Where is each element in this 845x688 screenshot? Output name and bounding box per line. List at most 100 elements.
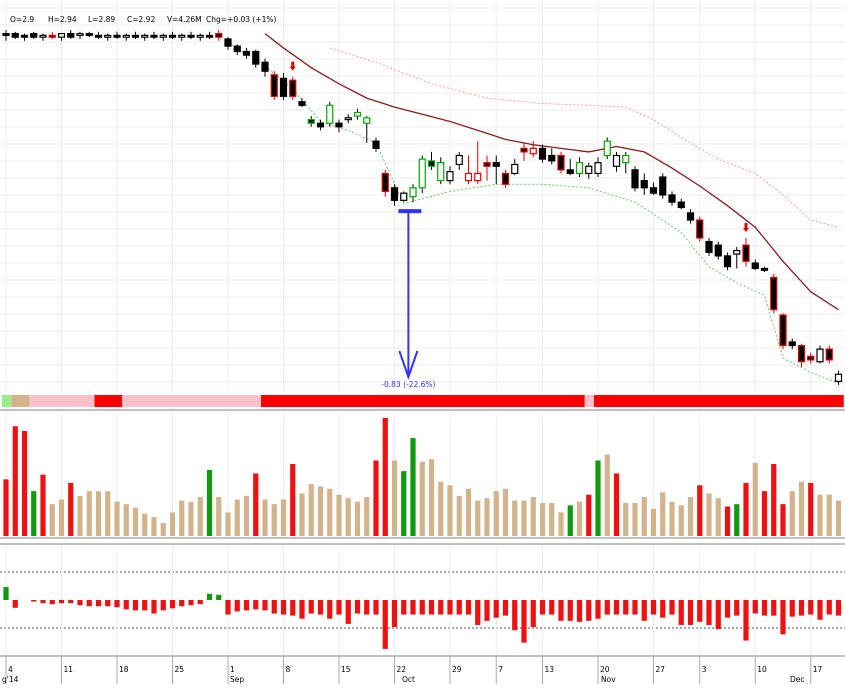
candle — [159, 33, 167, 41]
oscillator-bar — [410, 600, 416, 615]
volume-bar — [835, 500, 842, 536]
oscillator-bar — [586, 600, 592, 621]
candle — [779, 313, 787, 350]
volume-bar — [160, 523, 166, 536]
candle — [520, 142, 528, 161]
volume-bar — [595, 460, 601, 536]
oscillator-bar — [512, 600, 518, 631]
volume-bar — [558, 512, 564, 536]
candle — [242, 47, 251, 59]
oscillator-bar — [280, 600, 287, 615]
volume-bar — [290, 464, 296, 536]
volume-bar — [632, 502, 638, 536]
volume-bar — [465, 488, 472, 536]
oscillator-bar — [817, 600, 823, 620]
candle-body — [2, 32, 10, 36]
candle — [677, 198, 685, 210]
volume-panel — [0, 409, 845, 538]
oscillator-bar — [456, 600, 462, 615]
candle — [427, 151, 436, 170]
candle — [372, 137, 380, 152]
oscillator-bar — [419, 600, 425, 615]
candle — [224, 37, 232, 50]
oscillator-bar — [743, 600, 749, 641]
oscillator-bar — [271, 600, 277, 614]
candle — [446, 166, 454, 185]
candle-body — [464, 172, 473, 182]
volume-bar — [493, 491, 499, 536]
volume-bar — [641, 497, 647, 536]
candle-body — [797, 344, 806, 363]
candle-body — [390, 187, 399, 201]
x-tick-label: 27 — [656, 665, 666, 674]
volume-bar — [623, 502, 629, 536]
oscillator-bar — [475, 600, 481, 625]
candle-body — [751, 262, 759, 270]
x-month-label: Oct — [402, 675, 415, 684]
candle — [511, 159, 519, 176]
candle — [409, 184, 417, 203]
volume-bar — [752, 462, 758, 536]
candle — [261, 58, 269, 77]
candle-body — [733, 249, 741, 255]
oscillator-bar — [447, 600, 453, 615]
oscillator-bar — [576, 600, 583, 622]
volume-bar — [715, 498, 721, 536]
candle-body — [113, 34, 121, 38]
candle — [696, 216, 704, 242]
x-tick-label: 22 — [397, 665, 407, 674]
volume-bar — [798, 481, 805, 536]
candle — [279, 73, 288, 100]
volume-bar — [234, 499, 240, 536]
candle-body — [612, 154, 621, 167]
candle-body — [705, 240, 713, 253]
candle-body — [686, 212, 695, 221]
candle — [381, 169, 389, 197]
candle — [39, 33, 47, 41]
candle-body — [779, 314, 787, 347]
candle-body — [178, 34, 186, 38]
oscillator-bar — [401, 600, 407, 615]
oscillator-bar — [595, 600, 601, 619]
oscillator-bar — [68, 600, 74, 604]
candle-body — [168, 34, 177, 38]
volume-bar — [86, 491, 92, 536]
header-volume: V=4.26M — [167, 15, 202, 24]
measure-arrowhead-icon — [398, 350, 419, 381]
oscillator-bar — [253, 600, 259, 610]
price-panel: O=2.9 H=2.94 L=2.89 C=2.92 V=4.26M Chg=+… — [0, 0, 845, 392]
candle-body — [575, 162, 584, 175]
candle — [363, 116, 371, 143]
band-segment — [11, 395, 30, 407]
oscillator-bar — [391, 600, 398, 628]
candle-body — [205, 34, 214, 38]
candle — [335, 119, 343, 133]
oscillator-bar — [484, 600, 490, 621]
candle — [529, 141, 537, 158]
candle — [548, 148, 556, 165]
volume-bar — [12, 426, 18, 536]
candle-body — [104, 34, 112, 38]
candle-body — [427, 160, 436, 167]
measure-tool[interactable]: -0.83 (-22.6%) — [381, 209, 436, 389]
candle — [2, 30, 10, 41]
candle — [640, 173, 648, 195]
oscillator-bar — [521, 600, 527, 643]
candle-body — [76, 32, 84, 36]
candle-body — [326, 104, 334, 124]
candle — [649, 182, 658, 195]
oscillator-bar — [354, 600, 361, 614]
price-grid — [0, 0, 845, 392]
candle-body — [603, 140, 611, 157]
header-low: L=2.89 — [88, 15, 115, 24]
volume-bar — [678, 505, 684, 536]
oscillator-bar — [234, 600, 240, 612]
candle-body — [372, 140, 380, 149]
oscillator-bar — [169, 600, 176, 609]
candle-body — [834, 373, 843, 383]
volume-bar — [58, 499, 65, 536]
candle-body — [335, 122, 343, 128]
candle — [418, 155, 426, 194]
header-change: Chg=+0.03 (+1%) — [206, 15, 277, 24]
volume-bar — [299, 493, 305, 536]
